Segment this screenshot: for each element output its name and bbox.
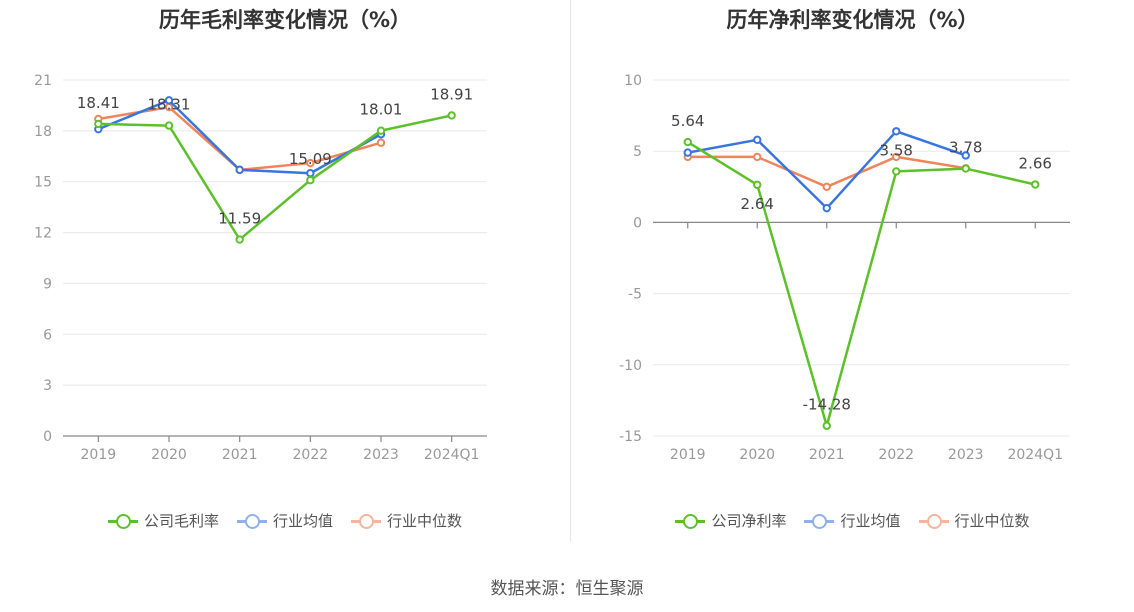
chart-title: 历年毛利率变化情况（%）	[158, 8, 412, 32]
data-point-median	[822, 182, 831, 192]
y-tick-label: 0	[43, 429, 52, 445]
x-tick-label: 2023	[363, 447, 399, 463]
y-tick-label: 21	[34, 73, 52, 89]
data-label: 2.64	[741, 195, 774, 213]
data-point-avg	[753, 135, 762, 145]
y-tick-label: -5	[628, 287, 642, 303]
legend-line-circle-icon	[107, 513, 138, 529]
data-label: 2.66	[1019, 155, 1052, 173]
data-point-company	[683, 137, 692, 147]
data-label: 18.41	[77, 94, 120, 112]
series-line-company	[687, 141, 1036, 427]
legend-line-circle-icon	[918, 513, 949, 529]
legend-median[interactable]: 行业中位数	[351, 510, 462, 531]
legend-line-circle-icon	[675, 513, 706, 529]
x-tick-label: 2021	[222, 447, 258, 463]
data-point-median	[376, 138, 386, 147]
data-point-avg	[235, 165, 244, 175]
y-tick-label: -15	[619, 429, 642, 445]
data-point-avg	[164, 96, 174, 105]
data-point-avg	[683, 148, 692, 157]
legend-line-circle-icon	[804, 513, 835, 529]
series-line-avg	[97, 99, 382, 175]
gross-margin-chart: 0 3 6 9 12 15 18 21 2019 2020 2021 2022 2023 2024Q1 18…	[34, 73, 487, 463]
data-point-company	[753, 180, 762, 190]
y-tick-label: 18	[34, 124, 52, 140]
legend-label: 公司毛利率	[143, 512, 219, 530]
x-tick-label: 2020	[739, 447, 775, 463]
x-tick-label: 2023	[948, 447, 984, 463]
data-label: -14.28	[803, 396, 851, 414]
data-point-company	[1031, 180, 1040, 189]
data-point-median	[306, 158, 315, 168]
series-line-median	[687, 155, 966, 189]
legend-company[interactable]: 公司净利率	[675, 510, 786, 531]
series-line-company	[98, 114, 452, 241]
data-point-avg	[822, 203, 831, 213]
y-tick-label: 0	[633, 215, 642, 231]
x-tick-label: 2024Q1	[424, 447, 480, 463]
legend-median[interactable]: 行业中位数	[918, 510, 1030, 531]
legend-label: 行业中位数	[387, 512, 463, 530]
net-margin-panel: 历年净利率变化情况（%） -15 -10 -5 0 5 10 2019 2020 2021 202…	[571, 0, 1134, 560]
y-tick-label: 6	[43, 327, 52, 343]
y-tick-label: 10	[624, 73, 642, 89]
data-point-company	[94, 119, 103, 129]
gross-margin-panel: 历年毛利率变化情况（%） 0 3 6 9 12 15 18 21 2019 2020 2021 202…	[0, 0, 570, 560]
x-tick-label: 2019	[670, 447, 706, 463]
x-tick-label: 2022	[878, 447, 914, 463]
legend-label: 行业均值	[840, 512, 901, 530]
data-label: 15.09	[289, 150, 332, 168]
data-label: 18.01	[360, 101, 403, 119]
legend-line-circle-icon	[351, 513, 381, 529]
data-point-median	[892, 152, 901, 162]
panel-divider	[570, 0, 571, 542]
data-point-avg	[892, 127, 901, 136]
legend-avg[interactable]: 行业均值	[804, 510, 901, 531]
legend-label: 行业均值	[272, 512, 333, 530]
x-tick-label: 2020	[151, 447, 187, 463]
data-point-avg	[306, 169, 315, 178]
data-label: 5.64	[671, 112, 704, 130]
y-tick-label: 15	[34, 175, 52, 191]
data-point-company	[892, 167, 901, 176]
data-point-company	[164, 121, 174, 130]
data-point-avg	[961, 151, 970, 160]
data-label: 11.59	[218, 210, 261, 228]
x-tick-label: 2021	[809, 447, 845, 463]
data-point-company	[306, 175, 315, 185]
y-tick-label: -10	[619, 358, 642, 374]
data-point-company	[376, 126, 386, 135]
x-tick-label: 2024Q1	[1007, 447, 1063, 463]
data-point-company	[235, 235, 244, 244]
x-tick-label: 2022	[293, 447, 329, 463]
net-margin-chart: -15 -10 -5 0 5 10 2019 2020 2021 2022 2023 2024Q1 5.…	[619, 73, 1070, 463]
legend-company[interactable]: 公司毛利率	[107, 510, 219, 531]
x-tick-label: 2019	[81, 447, 117, 463]
y-tick-label: 5	[633, 144, 642, 160]
y-tick-label: 12	[34, 226, 52, 242]
data-point-company	[961, 164, 970, 173]
legend-label: 行业中位数	[954, 512, 1030, 530]
data-label: 3.58	[880, 141, 913, 159]
data-label: 18.31	[148, 96, 191, 114]
y-tick-label: 3	[43, 378, 52, 394]
data-point-median	[753, 152, 762, 162]
data-label: 3.78	[949, 139, 982, 157]
y-tick-label: 9	[43, 276, 52, 292]
legend-line-circle-icon	[236, 513, 267, 529]
legend: 公司毛利率 行业均值 行业中位数	[0, 510, 570, 531]
legend-avg[interactable]: 行业均值	[236, 510, 333, 531]
data-source: 数据来源：恒生聚源	[490, 579, 644, 599]
data-label: 18.91	[430, 85, 473, 103]
chart-title: 历年净利率变化情况（%）	[726, 8, 979, 32]
data-point-company	[447, 111, 456, 120]
legend-label: 公司净利率	[711, 512, 787, 530]
data-point-company	[822, 421, 831, 430]
legend: 公司净利率 行业均值 行业中位数	[571, 510, 1134, 531]
